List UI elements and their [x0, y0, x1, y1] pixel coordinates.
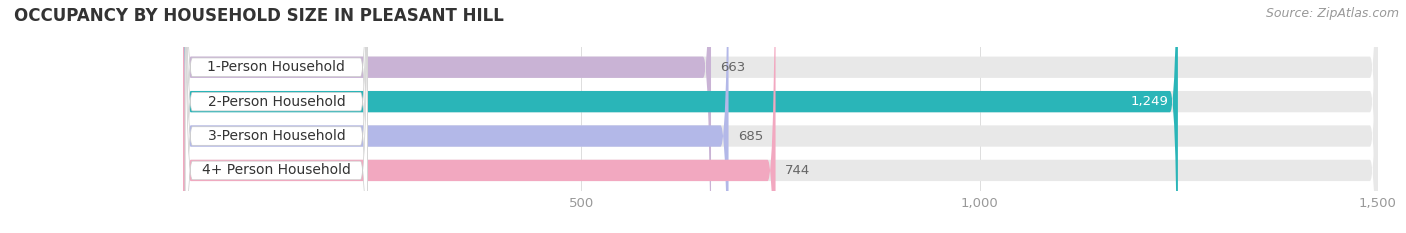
FancyBboxPatch shape: [183, 0, 728, 233]
FancyBboxPatch shape: [183, 0, 1378, 233]
Text: 1,249: 1,249: [1130, 95, 1168, 108]
Text: 4+ Person Household: 4+ Person Household: [202, 163, 352, 177]
Text: Source: ZipAtlas.com: Source: ZipAtlas.com: [1265, 7, 1399, 20]
FancyBboxPatch shape: [186, 0, 367, 233]
FancyBboxPatch shape: [183, 0, 1178, 233]
Text: 3-Person Household: 3-Person Household: [208, 129, 346, 143]
Text: 1-Person Household: 1-Person Household: [208, 60, 346, 74]
Text: 744: 744: [785, 164, 810, 177]
Text: OCCUPANCY BY HOUSEHOLD SIZE IN PLEASANT HILL: OCCUPANCY BY HOUSEHOLD SIZE IN PLEASANT …: [14, 7, 503, 25]
FancyBboxPatch shape: [186, 0, 367, 233]
FancyBboxPatch shape: [183, 0, 1378, 233]
Text: 685: 685: [738, 130, 763, 143]
FancyBboxPatch shape: [186, 0, 367, 233]
FancyBboxPatch shape: [183, 0, 1378, 233]
Text: 2-Person Household: 2-Person Household: [208, 95, 346, 109]
FancyBboxPatch shape: [183, 0, 711, 233]
FancyBboxPatch shape: [186, 0, 367, 233]
FancyBboxPatch shape: [183, 0, 776, 233]
FancyBboxPatch shape: [183, 0, 1378, 233]
Text: 663: 663: [720, 61, 745, 74]
